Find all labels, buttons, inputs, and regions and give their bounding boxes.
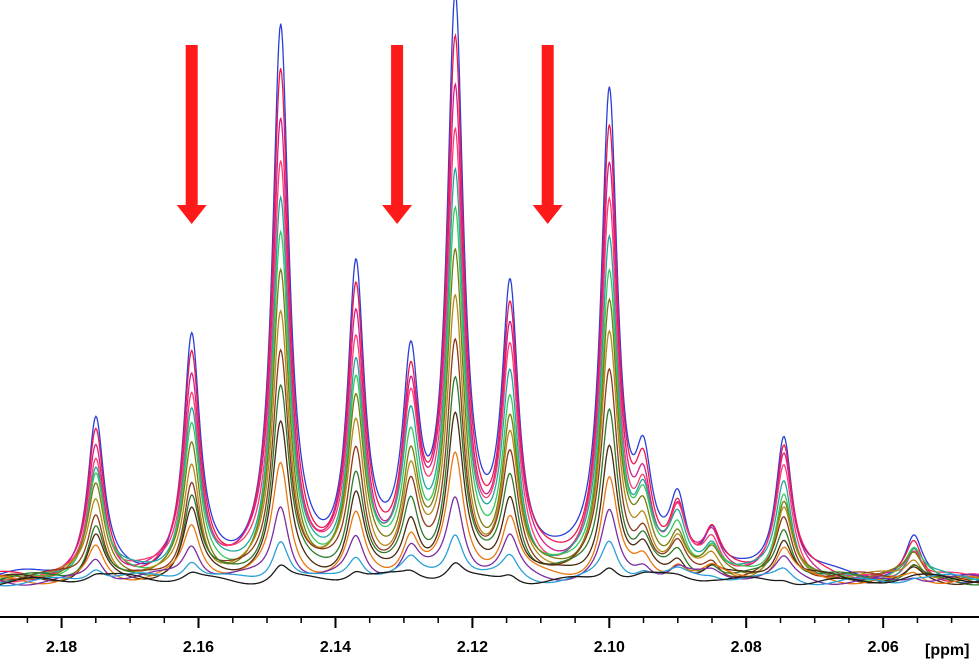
spectrum-trace-15 — [0, 562, 979, 586]
x-tick-label: 2.08 — [731, 639, 762, 656]
x-tick-label: 2.16 — [183, 639, 214, 656]
spectrum-trace-8 — [0, 293, 979, 581]
x-tick-label: 2.14 — [320, 639, 351, 656]
spectrum-trace-11 — [0, 411, 979, 586]
spectrum-trace-3 — [0, 82, 979, 581]
x-tick-label: 2.12 — [457, 639, 488, 656]
spectrum-trace-7 — [0, 247, 979, 581]
spectrum-trace-6 — [0, 205, 979, 581]
spectrum-trace-13 — [0, 496, 979, 586]
spectrum-trace-9 — [0, 337, 979, 584]
highlight-arrow-3 — [532, 45, 563, 224]
x-axis-ticks: 2.18 2.16 2.14 2.12 2.10 2.08 2.06 — [26, 617, 953, 656]
x-axis-label: [ppm] — [925, 642, 969, 659]
spectrum-trace-2 — [0, 32, 979, 582]
spectrum-trace-5 — [0, 166, 979, 584]
spectrum-trace-10 — [0, 375, 979, 586]
arrow-layer — [176, 45, 563, 224]
highlight-arrow-2 — [382, 45, 413, 224]
x-tick-label: 2.10 — [594, 639, 625, 656]
x-tick-label: 2.18 — [46, 639, 77, 656]
highlight-arrow-1 — [176, 45, 207, 224]
spectrum-trace-14 — [0, 534, 979, 587]
series-layer — [0, 0, 979, 587]
x-tick-label: 2.06 — [868, 639, 899, 656]
